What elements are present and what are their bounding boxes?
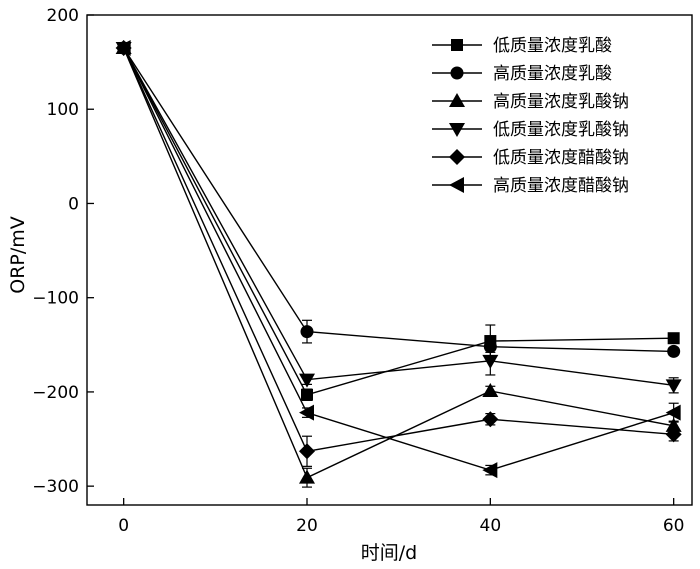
data-point: [299, 373, 315, 388]
legend-item: 高质量浓度乳酸钠: [432, 92, 629, 112]
series-line-5: [123, 47, 674, 471]
circle-marker: [667, 344, 681, 358]
diamond-marker: [665, 426, 682, 443]
legend: 低质量浓度乳酸高质量浓度乳酸高质量浓度乳酸钠低质量浓度乳酸钠低质量浓度醋酸钠高质…: [432, 36, 629, 196]
triangle-left-marker: [115, 39, 131, 56]
y-tick-label: 200: [47, 6, 79, 26]
triangle-left-marker: [299, 404, 314, 421]
data-point: [667, 344, 681, 358]
series-marks: [115, 39, 682, 488]
series-line-4: [123, 47, 674, 453]
x-axis-title: 时间/d: [361, 542, 417, 564]
square-marker: [301, 388, 313, 401]
axes: 0 20 40 60 200 100 0 −100 −200 −300: [32, 6, 684, 536]
triangle-up-marker: [449, 93, 465, 107]
legend-item: 低质量浓度醋酸钠: [432, 148, 629, 168]
diamond-marker: [449, 149, 465, 165]
diamond-marker: [482, 411, 499, 428]
data-point: [482, 411, 499, 428]
triangle-down-marker: [449, 123, 465, 137]
triangle-left-marker: [482, 462, 498, 479]
square-marker: [667, 332, 680, 345]
y-tick-label: −300: [32, 477, 79, 497]
series-line-1: [123, 47, 674, 353]
series-line-0: [123, 47, 674, 396]
triangle-left-marker: [449, 177, 464, 193]
diamond-marker: [299, 443, 315, 460]
triangle-left-marker: [665, 404, 681, 421]
data-point: [665, 426, 682, 443]
square-marker: [451, 39, 463, 51]
y-tick-label: 100: [47, 100, 79, 120]
x-tick-label: 0: [118, 516, 129, 536]
legend-label: 低质量浓度乳酸钠: [493, 120, 629, 140]
triangle-down-marker: [482, 354, 499, 369]
data-point: [667, 332, 680, 345]
x-tick-label: 60: [663, 516, 685, 536]
legend-label: 高质量浓度乳酸钠: [493, 92, 629, 112]
data-point: [299, 467, 315, 488]
series-line-2: [123, 47, 674, 479]
series-lines: [123, 47, 674, 479]
y-tick-label: −100: [32, 289, 79, 309]
triangle-up-marker: [482, 382, 499, 397]
legend-item: 低质量浓度乳酸钠: [432, 120, 629, 140]
data-point: [301, 388, 313, 402]
data-point: [299, 404, 314, 421]
triangle-up-marker: [665, 417, 682, 432]
circle-marker: [300, 325, 314, 339]
data-point: [482, 346, 499, 376]
triangle-down-marker: [665, 379, 682, 394]
data-point: [482, 462, 498, 479]
x-tick-label: 40: [480, 516, 502, 536]
legend-label: 高质量浓度乳酸: [493, 64, 612, 84]
triangle-up-marker: [299, 469, 315, 484]
y-tick-label: −200: [32, 383, 79, 403]
legend-label: 低质量浓度乳酸: [493, 36, 612, 56]
triangle-down-marker: [299, 373, 315, 388]
legend-item: 高质量浓度醋酸钠: [432, 176, 629, 196]
circle-marker: [450, 66, 464, 80]
legend-item: 低质量浓度乳酸: [432, 36, 612, 56]
data-point: [115, 39, 131, 56]
data-point: [482, 382, 499, 397]
series-line-3: [123, 47, 674, 387]
data-point: [299, 435, 315, 467]
x-tick-label: 20: [296, 516, 318, 536]
data-point: [665, 402, 681, 423]
plot-frame: [86, 14, 693, 506]
y-tick-label: 0: [68, 194, 79, 214]
legend-item: 高质量浓度乳酸: [432, 64, 612, 84]
legend-label: 高质量浓度醋酸钠: [493, 176, 629, 196]
legend-label: 低质量浓度醋酸钠: [493, 148, 629, 168]
data-point: [665, 377, 682, 394]
y-axis-title: ORP/mV: [7, 216, 29, 294]
data-point: [300, 319, 314, 344]
